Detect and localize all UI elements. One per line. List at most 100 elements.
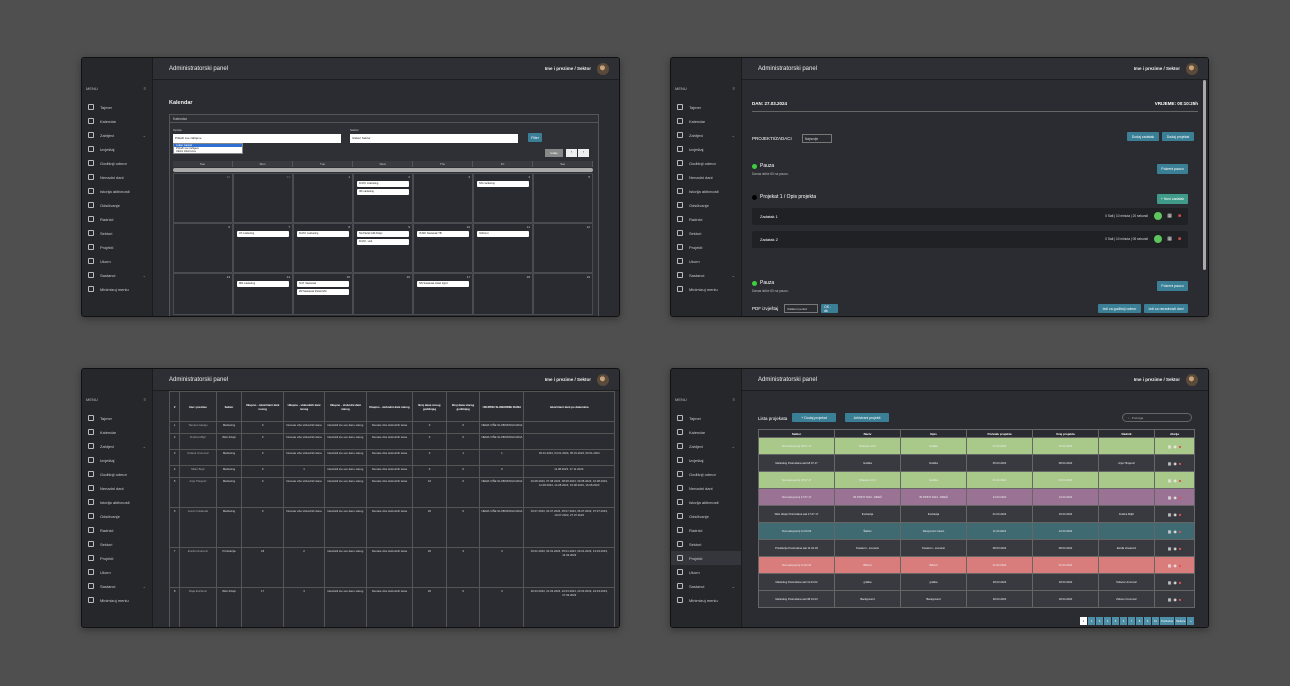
- next-button[interactable]: ›: [578, 149, 589, 157]
- sidebar-item-projekti[interactable]: Projekti: [82, 551, 152, 565]
- sidebar-item-sektori[interactable]: Sektori: [82, 537, 152, 551]
- sort-select[interactable]: Najnovije: [802, 134, 832, 143]
- table-row[interactable]: Marketing Postmdana sati 38.01.03 Backgro…: [758, 590, 1195, 608]
- sidebar-item-minimizuj-meniu[interactable]: Minimizuj meniu: [671, 282, 741, 296]
- calendar-icon[interactable]: ▦: [1167, 562, 1172, 568]
- play-icon[interactable]: [1154, 212, 1162, 220]
- calendar-icon[interactable]: ▦: [1167, 511, 1172, 517]
- table-row[interactable]: Marketing Postmdana sati 18.07.17 Grafika…: [758, 454, 1195, 472]
- table-row[interactable]: Test sekupsvrnj 11.03.02 Šablon Razgovorni…: [758, 522, 1195, 540]
- sidebar-item-godisnji-odmor[interactable]: Godišnji odmor: [671, 467, 741, 481]
- trash-icon[interactable]: ■: [1178, 443, 1182, 449]
- avatar[interactable]: [597, 373, 609, 386]
- sidebar-item-ukorn[interactable]: Ukorn: [82, 254, 152, 268]
- sidebar-item-odscivanje[interactable]: Odsčivanje: [82, 198, 152, 212]
- page-button[interactable]: 9: [1144, 617, 1151, 625]
- calendar-day[interactable]: 5: [533, 173, 593, 223]
- eye-icon[interactable]: ◉: [1173, 511, 1177, 517]
- table-row[interactable]: Marketing Postmdana sati 11.04.02 grafika…: [758, 573, 1195, 591]
- eye-icon[interactable]: ◉: [1173, 562, 1177, 568]
- eye-icon[interactable]: ◉: [1173, 579, 1177, 585]
- trash-icon[interactable]: ■: [1178, 528, 1182, 534]
- new-task-button[interactable]: + Novi zadatak: [1157, 194, 1188, 204]
- eye-icon[interactable]: ◉: [1173, 477, 1177, 483]
- sidebar-item-ukorn[interactable]: Ukorn: [671, 565, 741, 579]
- period-select[interactable]: Odaberi period: [784, 304, 818, 313]
- trash-icon[interactable]: ■: [1178, 460, 1182, 466]
- calendar-event[interactable]: ZR Sastanak Partal GM: [297, 289, 349, 295]
- sidebar-item-minimizuj-meniu[interactable]: Minimizuj meniu: [671, 593, 741, 607]
- calendar-day[interactable]: 11 IGR.text: [473, 223, 533, 273]
- play-icon[interactable]: [1154, 235, 1162, 243]
- eye-icon[interactable]: ◉: [1173, 443, 1177, 449]
- sidebar-item-godisnji-odmor[interactable]: Godišnji odmor: [82, 156, 152, 170]
- page-button[interactable]: 8: [1136, 617, 1143, 625]
- filter-button[interactable]: Filter: [528, 133, 542, 142]
- calendar-icon[interactable]: ▦: [1167, 579, 1172, 585]
- trash-icon[interactable]: ■: [1178, 494, 1182, 500]
- calendar-event[interactable]: NA Partal GM dizajn: [357, 231, 409, 237]
- sidebar-item-izvjestaj[interactable]: Izvještaj: [671, 142, 741, 156]
- calendar-event[interactable]: IS.MK Sastanak TB: [417, 231, 469, 237]
- sidebar-item-kalendar[interactable]: Kalendar: [671, 425, 741, 439]
- task-row[interactable]: Zadatak 2 0 Sati | 10 minuta | 05 sekund…: [752, 231, 1188, 248]
- sidebar-item-odscivanje[interactable]: Odsčivanje: [671, 198, 741, 212]
- sidebar-item-istorija-aktivnosti[interactable]: Istorija aktivnosti: [671, 495, 741, 509]
- dropdown-option[interactable]: Prikaži sve zahtjeve: [176, 147, 199, 150]
- trash-icon[interactable]: ■: [1178, 596, 1182, 602]
- calendar-icon[interactable]: ▦: [1167, 494, 1172, 500]
- trash-icon[interactable]: ■: [1177, 236, 1181, 242]
- table-row[interactable]: 8 Maja Đurđević Web dizajn 17 3 Iskoristili s…: [168, 587, 615, 627]
- user-name[interactable]: Ime i prezime / Sektor: [544, 377, 591, 382]
- calendar-scrollbar[interactable]: [173, 168, 593, 172]
- table-row[interactable]: 3 Srdana Urumović Marketing 0 Nemate više sl…: [168, 449, 615, 466]
- table-row[interactable]: 7 Đurđa Hrvatović Produkcija 18 2 Iskoristili…: [168, 547, 615, 588]
- sidebar-item-zahtjevi[interactable]: Zahtjevi ⌄: [671, 439, 741, 453]
- sidebar-item-godisnji-odmor[interactable]: Godišnji odmor: [671, 156, 741, 170]
- sidebar-item-minimizuj-meniu[interactable]: Minimizuj meniu: [82, 282, 152, 296]
- start-pause-button[interactable]: Pokreni pauzu: [1157, 281, 1188, 291]
- avatar[interactable]: [1186, 373, 1198, 386]
- pdf-ok-button[interactable]: OK - dk: [821, 304, 838, 313]
- table-row[interactable]: 5 Anja Tihojević Marketing 0 Nemate više slo…: [168, 477, 615, 508]
- sidebar-item-nenadni-dani[interactable]: Nenadni dani: [82, 170, 152, 184]
- page-button[interactable]: 1: [1080, 617, 1087, 625]
- page-button[interactable]: 3: [1096, 617, 1103, 625]
- task-row[interactable]: Zadatak 1 0 Sati | 10 minuta | 20 sekund…: [752, 208, 1188, 225]
- table-row[interactable]: 6 Goran Vulakoski Marketing 0 Nemate više sl…: [168, 507, 615, 548]
- sidebar-item-ukorn[interactable]: Ukorn: [82, 565, 152, 579]
- calendar-day[interactable]: 10 IS.MK Sastanak TB: [413, 223, 473, 273]
- calendar-day[interactable]: 30: [173, 173, 233, 223]
- avatar[interactable]: [1186, 62, 1198, 75]
- sidebar-item-sastanci[interactable]: Sastanci ⌄: [82, 579, 152, 593]
- sidebar-item-odscivanje[interactable]: Odsčivanje: [82, 509, 152, 523]
- calendar-day[interactable]: 1: [293, 173, 353, 223]
- calendar-icon[interactable]: ▦: [1167, 213, 1172, 219]
- calendar-day[interactable]: 4 NN marketing: [473, 173, 533, 223]
- trash-icon[interactable]: ■: [1178, 579, 1182, 585]
- sidebar-item-projekti[interactable]: Projekti: [82, 240, 152, 254]
- sidebar-item-sektori[interactable]: Sektori: [82, 226, 152, 240]
- annual-leave-button[interactable]: Izdi za godišnji odmor: [1098, 304, 1141, 313]
- eye-icon[interactable]: ◉: [1173, 545, 1177, 551]
- calendar-event[interactable]: MR marketing: [237, 281, 289, 287]
- sidebar-item-tajmer[interactable]: Tajmer: [671, 100, 741, 114]
- calendar-day[interactable]: 3: [413, 173, 473, 223]
- page-button[interactable]: 6: [1120, 617, 1127, 625]
- archived-projects-button[interactable]: Arhivirani projekti: [845, 413, 889, 422]
- calendar-day[interactable]: 18: [473, 273, 533, 315]
- sidebar-item-projekti[interactable]: Projekti: [671, 240, 741, 254]
- calendar-event[interactable]: NN Sastanak Hotel I/god: [417, 281, 469, 287]
- calendar-event[interactable]: NN marketing: [477, 181, 529, 187]
- sidebar-item-sastanci[interactable]: Sastanci ⌄: [671, 268, 741, 282]
- hamburger-icon[interactable]: ≡: [732, 85, 735, 91]
- page-button[interactable]: Sledeća: [1174, 617, 1187, 625]
- start-pause-button[interactable]: Pokreni pauzu: [1157, 164, 1188, 174]
- page-button[interactable]: 10: [1152, 617, 1159, 625]
- calendar-day[interactable]: 12: [533, 223, 593, 273]
- table-row[interactable]: Test sekupsvrnj 18.07.17 Obaveze 10.4 Graf…: [758, 471, 1195, 489]
- sidebar-item-tajmer[interactable]: Tajmer: [82, 100, 152, 114]
- page-button[interactable]: Prethodna: [1160, 617, 1174, 625]
- calendar-event[interactable]: R.M.K marketing: [357, 181, 409, 187]
- calendar-icon[interactable]: ▦: [1167, 443, 1172, 449]
